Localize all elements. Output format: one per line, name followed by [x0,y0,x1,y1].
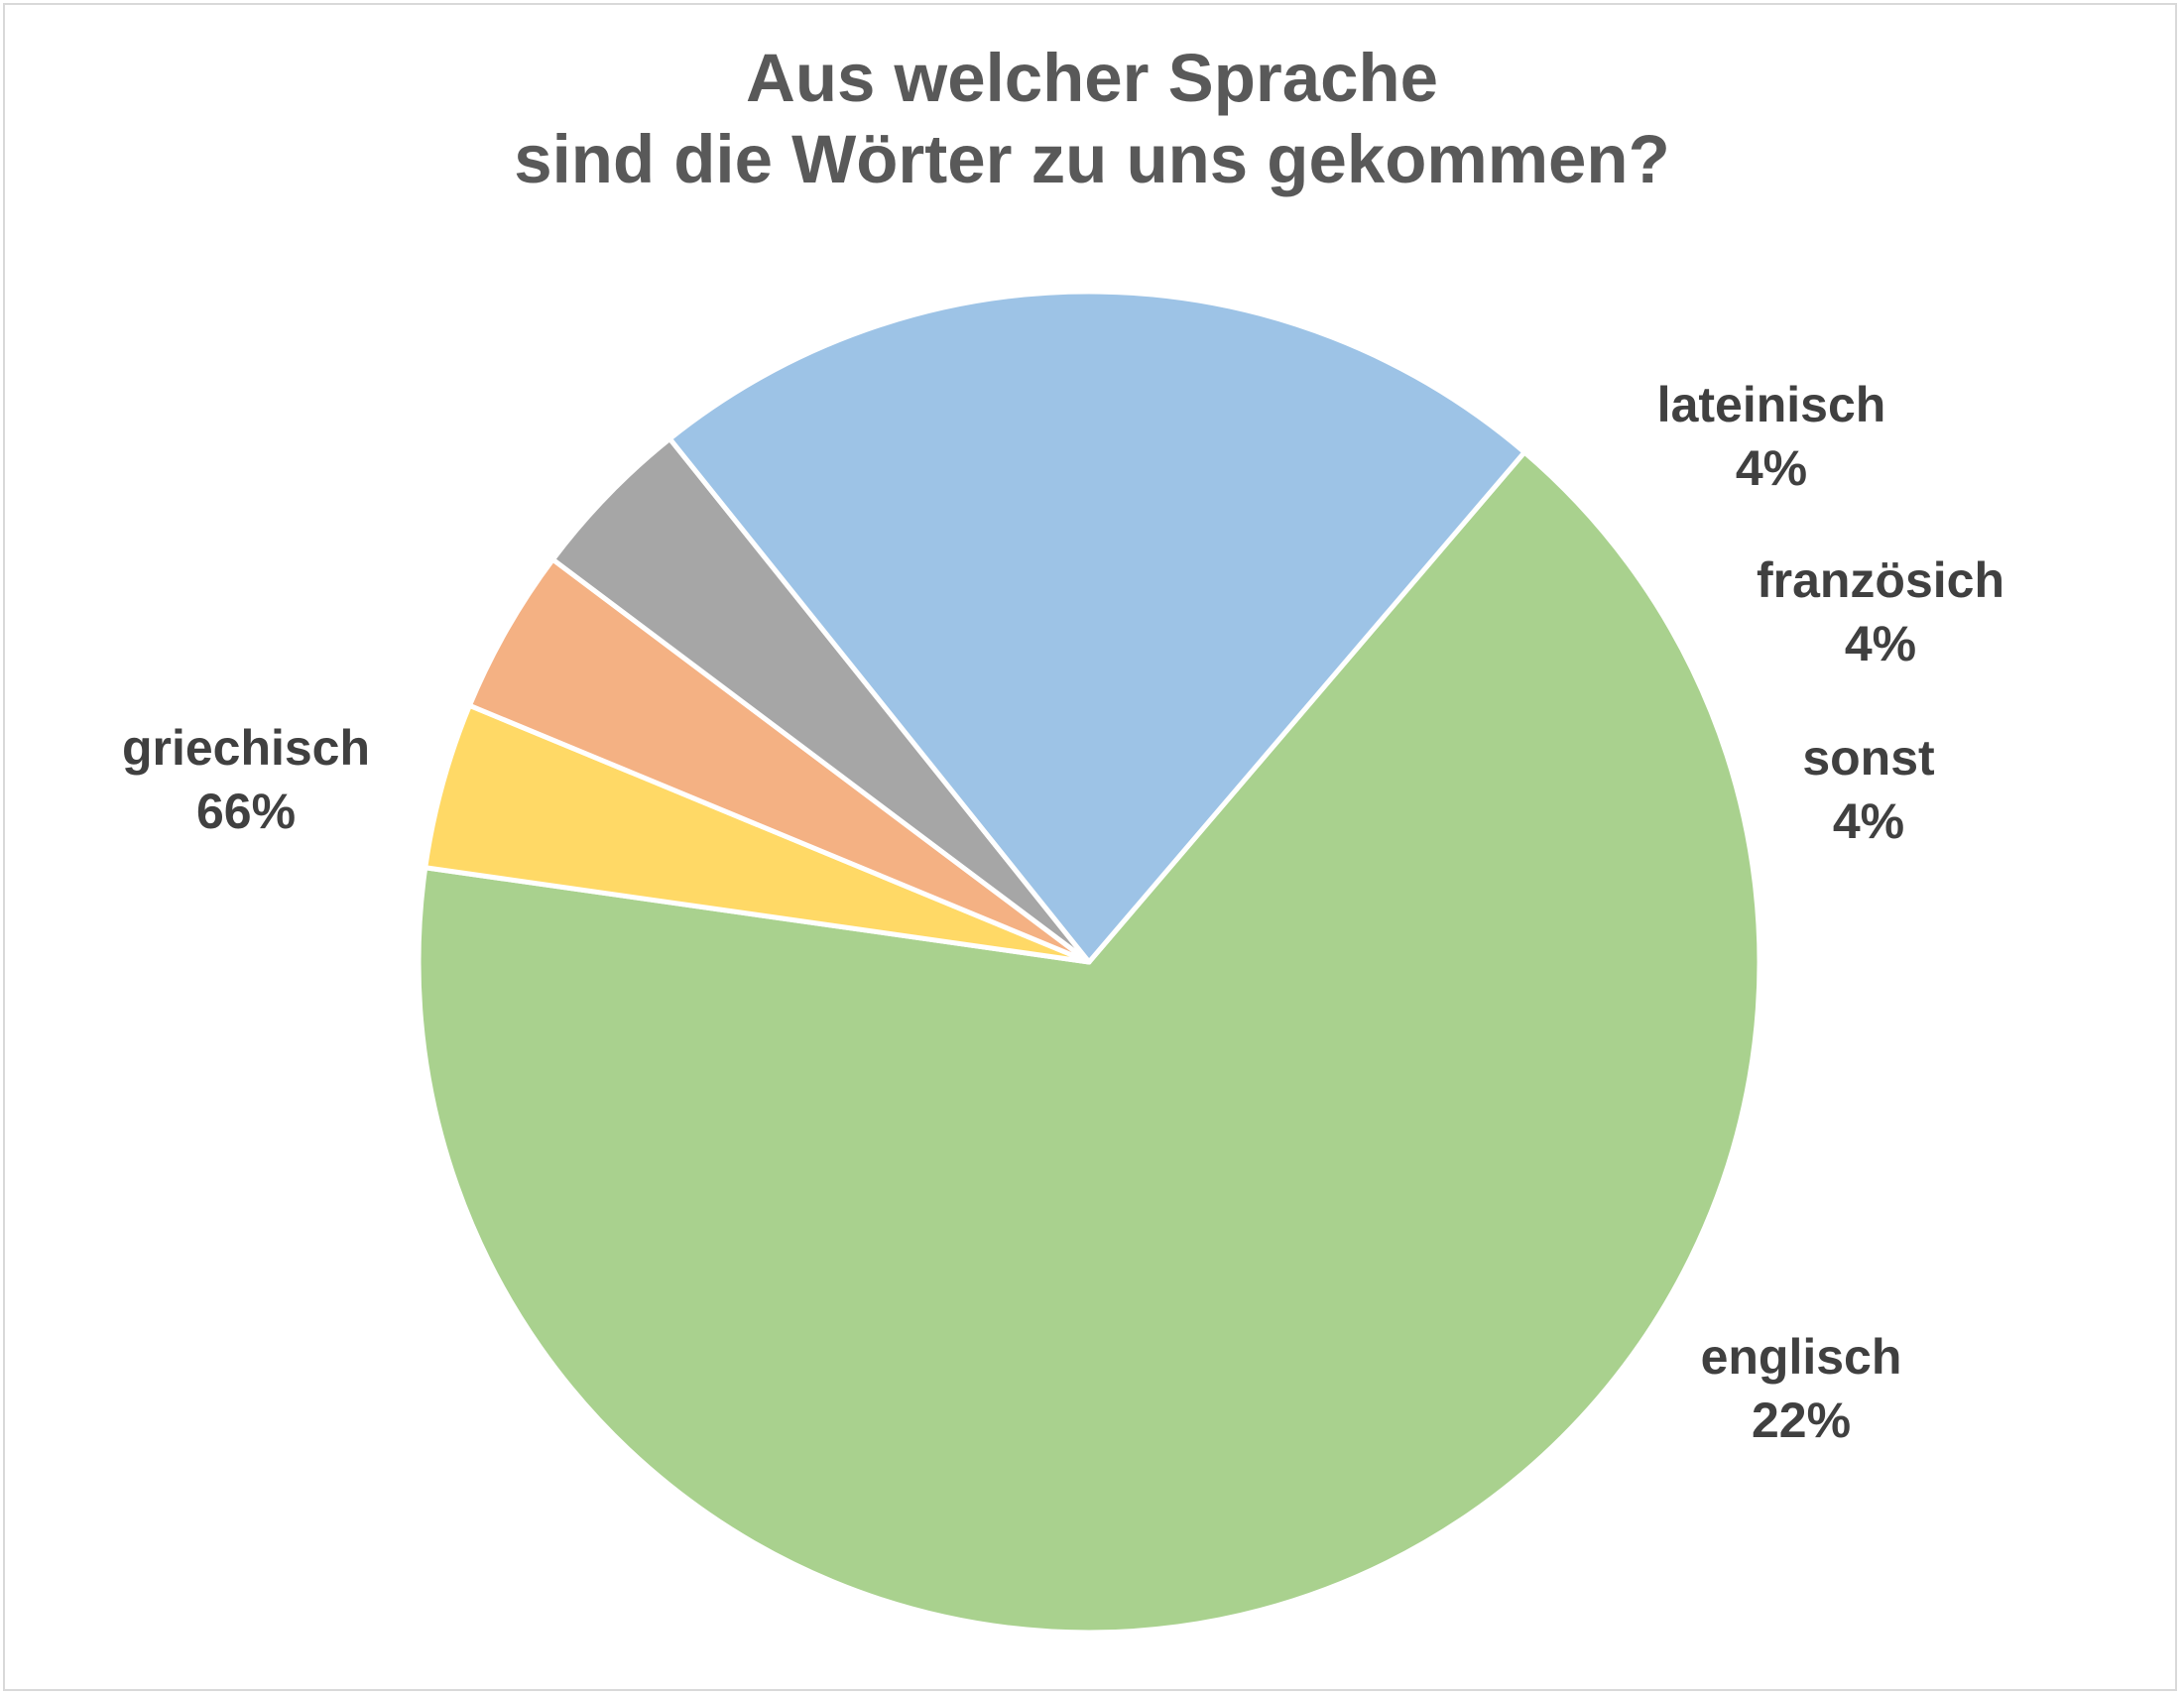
data-label-name-sonst: sonst [1802,730,1935,786]
chart-title: Aus welcher Sprache sind die Wörter zu u… [0,38,2184,200]
data-label-value-englisch: 22% [1752,1393,1851,1448]
pie-labels: griechisch 66% lateinisch 4% französich 4% son… [122,377,2004,1448]
data-label-name-französich: französich [1757,552,2004,608]
chart-title-line-1: Aus welcher Sprache [746,40,1438,116]
pie-slice-englisch [667,289,1527,965]
data-label-value-lateinisch: 4% [1736,440,1807,496]
data-label-value-sonst: 4% [1833,793,1904,849]
data-label-name-englisch: englisch [1701,1329,1902,1385]
data-label-name-lateinisch: lateinisch [1657,377,1886,432]
data-label-value-griechisch: 66% [196,784,296,839]
chart-title-line-2: sind die Wörter zu uns gekommen? [514,121,1670,197]
data-label-value-französich: 4% [1845,616,1916,671]
pie-slices [416,289,1762,1635]
pie-slice-griechisch [416,449,1762,1635]
data-label-name-griechisch: griechisch [122,720,370,776]
